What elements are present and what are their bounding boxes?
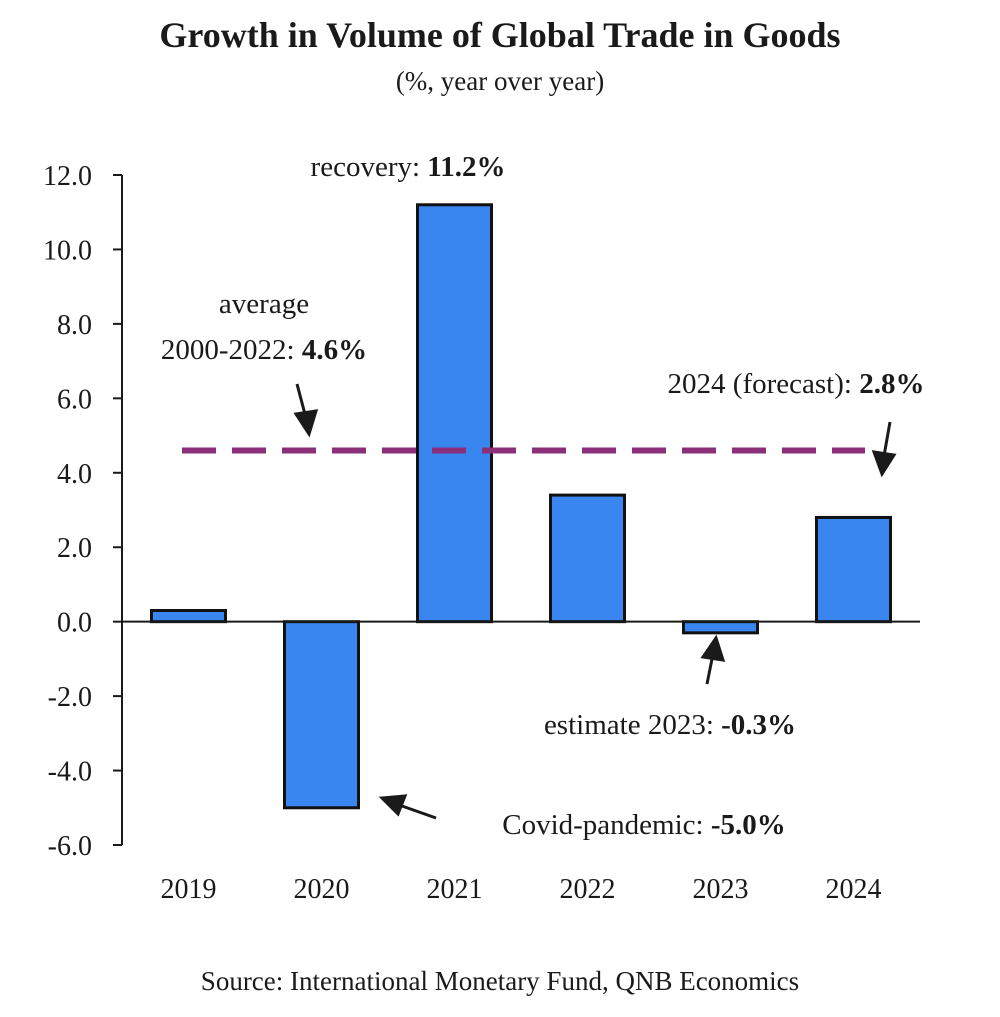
y-tick-label: 2.0 [57, 533, 92, 564]
arrow-forecast [882, 421, 892, 457]
annotation-forecast-value: 2.8% [859, 368, 924, 400]
annotation-average-value: 4.6% [302, 334, 367, 366]
arrows-group [293, 383, 897, 820]
bar-2022 [549, 493, 626, 624]
bar-2023 [682, 620, 759, 635]
arrow-average-head [293, 409, 319, 438]
x-tick-label: 2021 [427, 874, 483, 905]
annotation-estimate-value: -0.3% [721, 709, 796, 741]
annotation-covid-value: -5.0% [711, 809, 786, 841]
bar-2020 [283, 620, 360, 810]
chart-title: Growth in Volume of Global Trade in Good… [159, 15, 841, 55]
annotation-recovery: recovery: 11.2% [311, 151, 506, 183]
y-tick-label: -2.0 [48, 682, 92, 713]
x-tick-label: 2024 [826, 874, 882, 905]
axes-group [121, 175, 920, 845]
arrow-covid-head [378, 794, 408, 817]
annotation-estimate-prefix: estimate 2023: [544, 709, 721, 741]
y-tick-label: 4.0 [57, 459, 92, 490]
annotation-recovery-prefix: recovery: [311, 151, 428, 183]
x-tick-label: 2019 [161, 874, 217, 905]
y-tick-label: 8.0 [57, 310, 92, 341]
annotation-forecast: 2024 (forecast): 2.8% [668, 368, 925, 400]
arrow-estimate-head [700, 634, 726, 662]
annotation-forecast-prefix: 2024 (forecast): [668, 368, 860, 400]
y-tick-label: 6.0 [57, 384, 92, 415]
annotation-covid: Covid-pandemic: -5.0% [502, 809, 786, 841]
x-tick-label: 2020 [294, 874, 350, 905]
annotation-average-prefix: 2000-2022: [161, 334, 302, 366]
annotation-estimate: estimate 2023: -0.3% [544, 709, 796, 741]
y-ticks-group: 12.0 10.0 8.0 6.0 4.0 2.0 0.0 -2.0 -4.0 -6.0 [43, 161, 122, 862]
bar-2021 [416, 203, 493, 624]
y-tick-label: 0.0 [57, 608, 92, 639]
annotation-covid-prefix: Covid-pandemic: [502, 809, 711, 841]
bars-group [150, 203, 892, 810]
chart-source: Source: International Monetary Fund, QNB… [200, 966, 800, 996]
annotation-average: 2000-2022: 4.6% [161, 334, 367, 366]
y-tick-label: 12.0 [43, 161, 92, 192]
x-tick-label: 2023 [693, 874, 749, 905]
y-tick-label: -6.0 [48, 831, 92, 862]
annotation-average-line1: average [219, 288, 309, 320]
x-tick-label: 2022 [560, 874, 616, 905]
x-ticks-group: 2019 2020 2021 2022 2023 2024 [161, 874, 882, 905]
bar-2024 [815, 515, 892, 624]
y-tick-label: 10.0 [43, 235, 92, 266]
arrow-forecast-head [871, 450, 897, 478]
bar-2019 [150, 609, 227, 624]
annotation-recovery-value: 11.2% [427, 151, 505, 183]
arrow-covid [401, 804, 437, 820]
y-tick-label: -4.0 [48, 757, 92, 788]
chart-subtitle: (%, year over year) [395, 66, 605, 96]
